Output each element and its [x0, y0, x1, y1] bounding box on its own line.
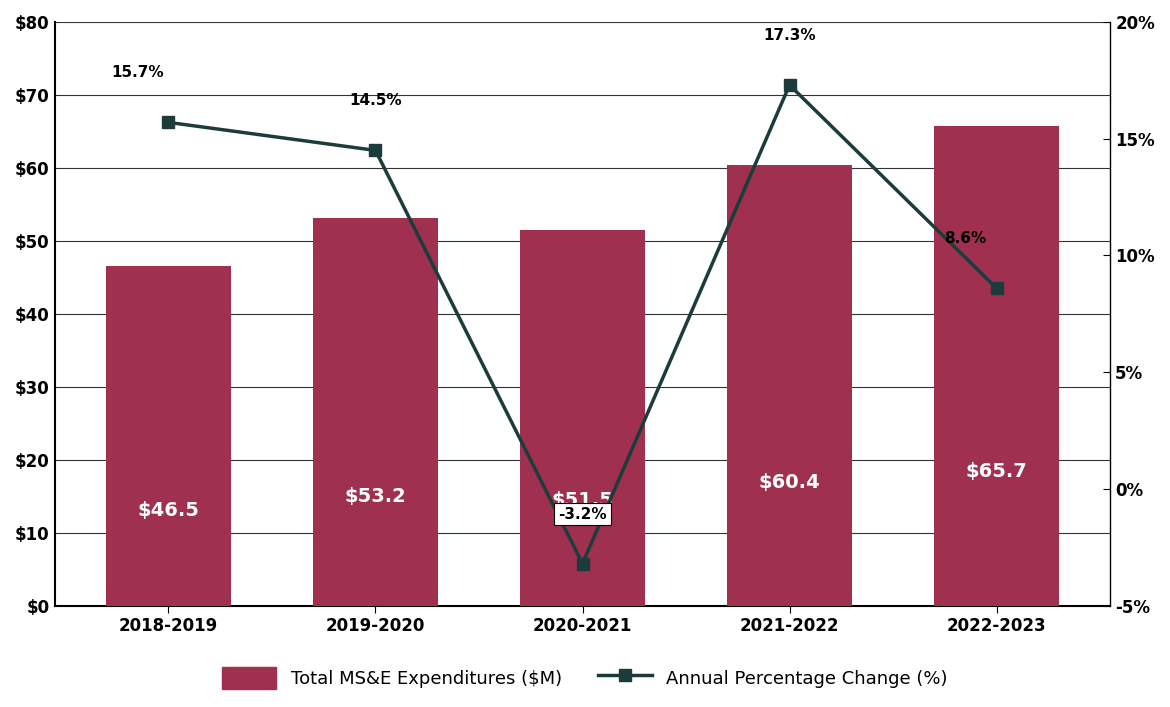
Bar — [728, 165, 852, 606]
Text: $51.5: $51.5 — [551, 491, 613, 510]
Text: -3.2%: -3.2% — [558, 507, 607, 522]
Text: 8.6%: 8.6% — [944, 231, 986, 246]
Text: 17.3%: 17.3% — [763, 28, 815, 43]
Bar — [521, 230, 645, 606]
Text: 15.7%: 15.7% — [111, 65, 164, 81]
Bar — [106, 267, 230, 606]
Bar — [314, 218, 438, 606]
Text: $46.5: $46.5 — [138, 501, 199, 520]
Text: $60.4: $60.4 — [758, 473, 820, 492]
Legend: Total MS&E Expenditures ($M), Annual Percentage Change (%): Total MS&E Expenditures ($M), Annual Per… — [213, 658, 957, 698]
Text: $53.2: $53.2 — [345, 487, 406, 506]
Text: 14.5%: 14.5% — [349, 93, 401, 108]
Bar — [935, 127, 1059, 606]
Text: $65.7: $65.7 — [965, 462, 1027, 481]
